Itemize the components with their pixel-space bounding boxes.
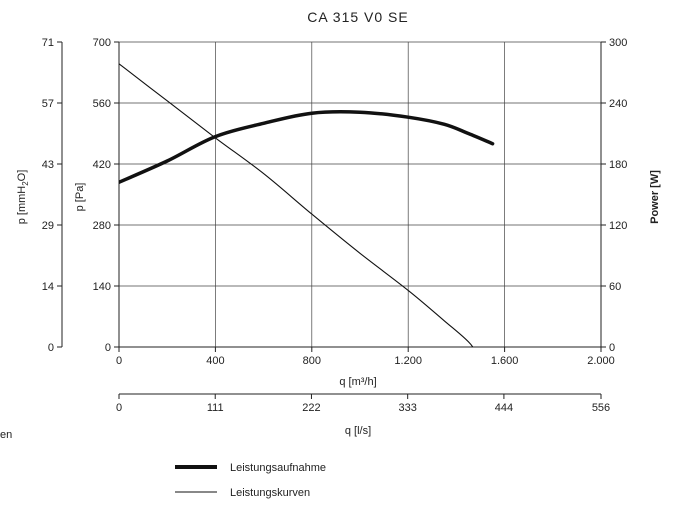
y-tick-label-4: 560: [93, 98, 111, 110]
y2-tick-label-1: 60: [609, 281, 621, 293]
y-tick-label-0: 0: [105, 342, 111, 354]
series-line-leistungsaufnahme: [119, 109, 495, 185]
x2-tick-label-0: 0: [116, 402, 122, 414]
y-outer-tick-label-0: 0: [48, 342, 54, 354]
x-tick-label-3: 1.200: [394, 355, 422, 367]
y2-tick-label-3: 180: [609, 159, 627, 171]
legend: Leistungsaufnahme Leistungskurven: [175, 462, 326, 499]
x-tick-label-0: 0: [116, 355, 122, 367]
y-outer-tick-label-4: 57: [42, 98, 54, 110]
side-text: en: [0, 429, 12, 441]
y-outer-axis-label-main: p [mmH: [16, 186, 28, 225]
y-tick-label-1: 140: [93, 281, 111, 293]
x-axis-label: q [m³/h]: [339, 376, 376, 388]
tick-marks: [57, 41, 606, 399]
x2-tick-label-2: 222: [302, 402, 320, 414]
x2-tick-label-4: 444: [495, 402, 513, 414]
y2-tick-label-2: 120: [609, 220, 627, 232]
legend-label-leistungsaufnahme: Leistungsaufnahme: [230, 462, 326, 474]
y-outer-tick-label-3: 43: [42, 159, 54, 171]
x2-tick-label-1: 111: [207, 402, 224, 414]
legend-label-leistungskurven: Leistungskurven: [230, 487, 310, 499]
y-outer-tick-label-1: 14: [42, 281, 54, 293]
y-outer-tick-label-5: 71: [42, 37, 54, 49]
y2-tick-label-4: 240: [609, 98, 627, 110]
series-line-leistungskurven: [119, 63, 474, 347]
y-tick-label-3: 420: [93, 159, 111, 171]
axes: [61, 42, 602, 395]
y2-tick-label-0: 0: [609, 342, 615, 354]
data-series: [119, 63, 495, 347]
y-outer-tick-label-2: 29: [42, 220, 54, 232]
x-tick-label-5: 2.000: [587, 355, 615, 367]
y-axis-label: p [Pa]: [74, 183, 86, 212]
y-outer-axis-label-end: O]: [16, 170, 28, 182]
gridlines: [118, 41, 602, 348]
x-tick-label-2: 800: [303, 355, 321, 367]
chart-title: CA 315 V0 SE: [307, 9, 409, 25]
x2-axis-label: q [l/s]: [345, 425, 371, 437]
x2-tick-label-3: 333: [399, 402, 417, 414]
y2-axis-label: Power [W]: [649, 170, 661, 224]
x-tick-label-4: 1.600: [491, 355, 519, 367]
x-tick-label-1: 400: [206, 355, 224, 367]
y-tick-label-2: 280: [93, 220, 111, 232]
y-outer-axis-label: p [mmH2O]: [16, 170, 30, 225]
y2-tick-label-5: 300: [609, 37, 627, 49]
y-outer-axis-label-sub: 2: [21, 181, 30, 186]
x2-tick-label-5: 556: [592, 402, 610, 414]
y-tick-label-5: 700: [93, 37, 111, 49]
